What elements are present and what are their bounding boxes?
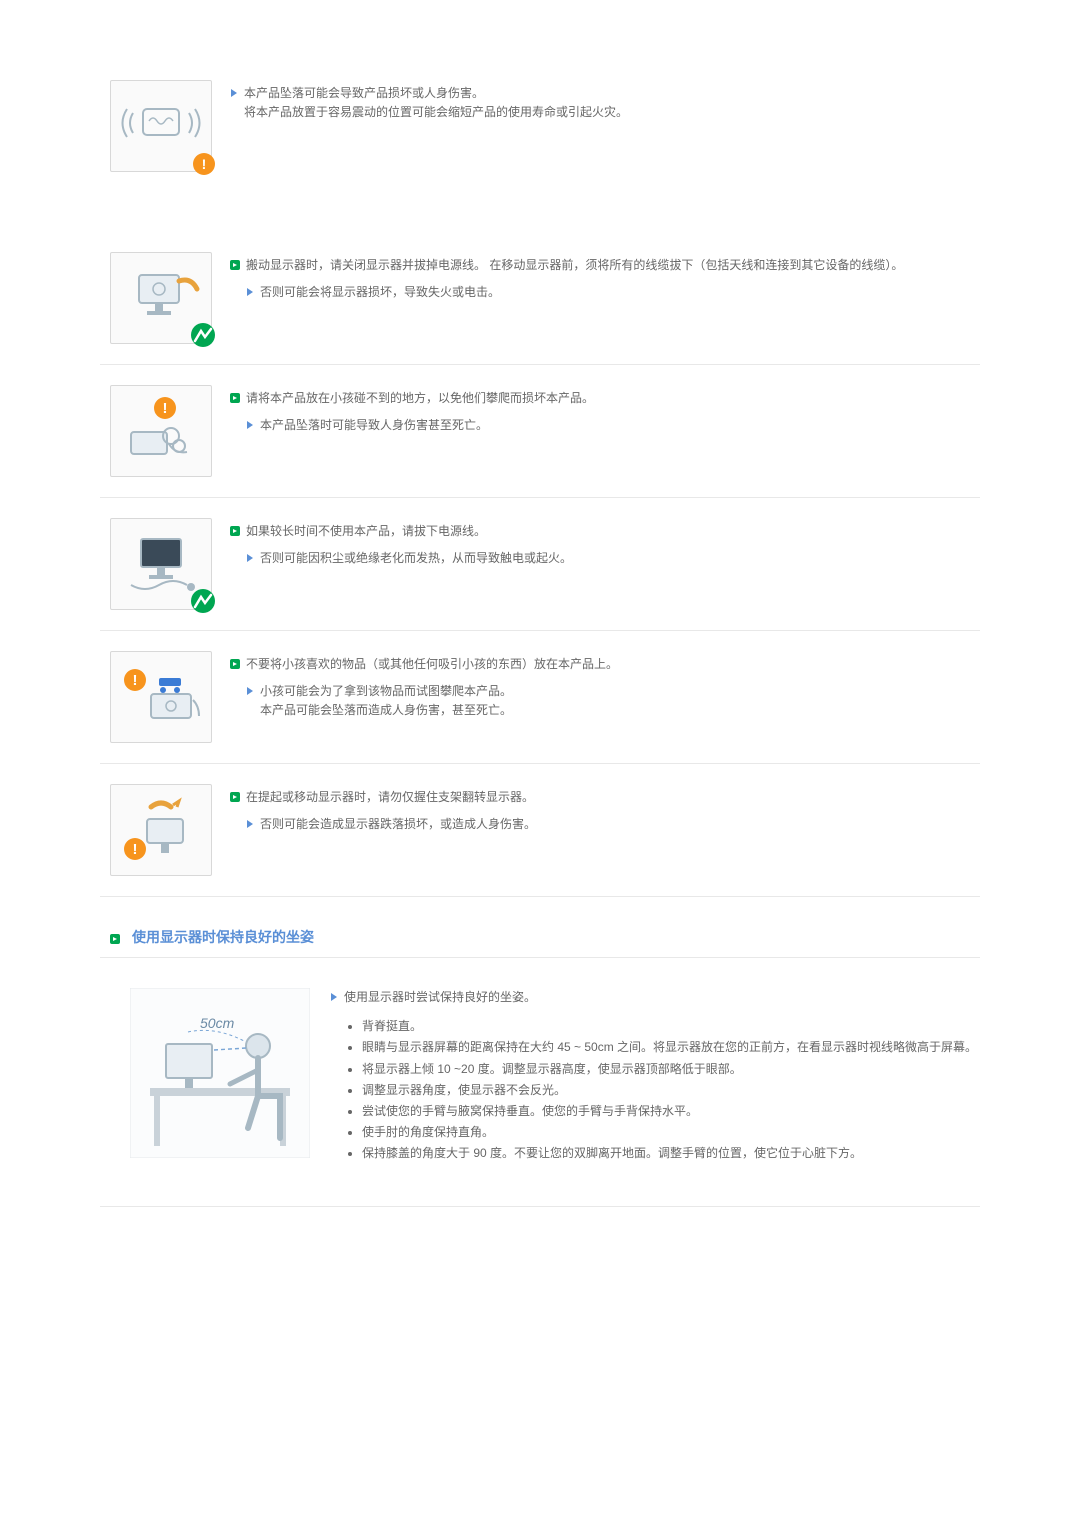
arrow-right-icon: [246, 421, 254, 429]
posture-bullet: 尝试使您的手臂与腋窝保持垂直。使您的手臂与手背保持水平。: [362, 1102, 980, 1121]
safety-illustration: !: [110, 385, 220, 477]
child-climb-icon: !: [121, 396, 201, 466]
posture-bullet: 将显示器上倾 10 ~20 度。调整显示器高度，使显示器顶部略低于眼部。: [362, 1060, 980, 1079]
safety-illustration: !: [110, 80, 220, 172]
posture-bullet: 保持膝盖的角度大于 90 度。不要让您的双脚离开地面。调整手臂的位置，使它位于心…: [362, 1144, 980, 1163]
safety-sub-text: 否则可能会将显示器损坏，导致失火或电击。: [260, 283, 500, 302]
arrow-right-icon: [246, 288, 254, 296]
prohibit-badge-icon: [191, 589, 215, 613]
safety-item: ! 请将本产品放在小孩碰不到的地方，以免他们攀爬而损坏本产品。 本产品坠落时可能…: [100, 365, 980, 498]
safety-illustration: [110, 518, 220, 610]
prohibit-badge-icon: [191, 323, 215, 347]
bullet-green-icon: [230, 260, 240, 270]
posture-illustration: 50cm: [130, 988, 310, 1161]
safety-item: ! 本产品坠落可能会导致产品损坏或人身伤害。 将本产品放置于容易震动的位置可能会…: [100, 60, 980, 192]
warning-badge-icon: !: [193, 153, 215, 175]
safety-sub-text: 本产品坠落时可能导致人身伤害甚至死亡。: [260, 416, 488, 435]
posture-bullet: 使手肘的角度保持直角。: [362, 1123, 980, 1142]
bullet-green-icon: [230, 393, 240, 403]
safety-main-text: 搬动显示器时，请关闭显示器并拔掉电源线。 在移动显示器前，须将所有的线缆拔下（包…: [246, 256, 903, 275]
safety-sub-text: 否则可能因积尘或绝缘老化而发热，从而导致触电或起火。: [260, 549, 572, 568]
posture-bullet: 眼睛与显示器屏幕的距离保持在大约 45 ~ 50cm 之间。将显示器放在您的正前…: [362, 1038, 980, 1057]
safety-sub-text: 小孩可能会为了拿到该物品而试图攀爬本产品。 本产品可能会坠落而造成人身伤害，甚至…: [260, 682, 512, 720]
section-header: 使用显示器时保持良好的坐姿: [100, 897, 980, 958]
svg-text:!: !: [163, 400, 168, 417]
bullet-green-icon: [230, 792, 240, 802]
toy-on-monitor-icon: !: [121, 662, 201, 732]
svg-text:!: !: [133, 672, 138, 689]
bullet-green-icon: [230, 526, 240, 536]
safety-main-text: 不要将小孩喜欢的物品（或其他任何吸引小孩的东西）放在本产品上。: [246, 655, 618, 674]
posture-block: 50cm 使用显示器时尝试保持良好的坐姿。 背脊挺直。 眼睛与显示器屏幕的距离保…: [100, 978, 980, 1207]
arrow-right-icon: [230, 89, 238, 97]
bullet-green-icon: [230, 659, 240, 669]
svg-text:!: !: [133, 841, 138, 858]
bullet-green-icon: [110, 934, 120, 944]
safety-item: ! 不要将小孩喜欢的物品（或其他任何吸引小孩的东西）放在本产品上。 小孩可能会为…: [100, 631, 980, 764]
safety-main-text: 本产品坠落可能会导致产品损坏或人身伤害。 将本产品放置于容易震动的位置可能会缩短…: [244, 84, 628, 122]
distance-label: 50cm: [200, 1015, 235, 1031]
section-title: 使用显示器时保持良好的坐姿: [132, 927, 314, 947]
safety-main-text: 在提起或移动显示器时，请勿仅握住支架翻转显示器。: [246, 788, 534, 807]
safety-main-text: 请将本产品放在小孩碰不到的地方，以免他们攀爬而损坏本产品。: [246, 389, 594, 408]
safety-item: 如果较长时间不使用本产品，请拔下电源线。 否则可能因积尘或绝缘老化而发热，从而导…: [100, 498, 980, 631]
safety-illustration: [110, 252, 220, 344]
safety-illustration: !: [110, 651, 220, 743]
safety-main-text: 如果较长时间不使用本产品，请拔下电源线。: [246, 522, 486, 541]
safety-item: ! 在提起或移动显示器时，请勿仅握住支架翻转显示器。 否则可能会造成显示器跌落损…: [100, 764, 980, 897]
safety-sub-text: 否则可能会造成显示器跌落损坏，或造成人身伤害。: [260, 815, 536, 834]
posture-bullet-list: 背脊挺直。 眼睛与显示器屏幕的距离保持在大约 45 ~ 50cm 之间。将显示器…: [362, 1017, 980, 1163]
vibration-icon: [121, 91, 201, 161]
posture-bullet: 调整显示器角度，使显示器不会反光。: [362, 1081, 980, 1100]
arrow-right-icon: [246, 554, 254, 562]
monitor-unplug-icon: [121, 529, 201, 599]
posture-bullet: 背脊挺直。: [362, 1017, 980, 1036]
arrow-right-icon: [330, 993, 338, 1001]
arrow-right-icon: [246, 687, 254, 695]
safety-item: 搬动显示器时，请关闭显示器并拔掉电源线。 在移动显示器前，须将所有的线缆拔下（包…: [100, 232, 980, 365]
arrow-right-icon: [246, 820, 254, 828]
monitor-carry-icon: [121, 263, 201, 333]
monitor-lift-icon: !: [121, 795, 201, 865]
posture-main-text: 使用显示器时尝试保持良好的坐姿。: [344, 988, 536, 1007]
safety-illustration: !: [110, 784, 220, 876]
